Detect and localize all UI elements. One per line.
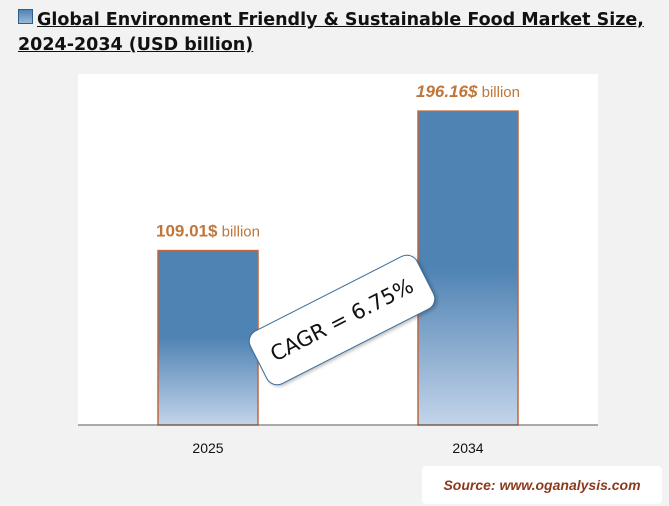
chart-title-text: Global Environment Friendly & Sustainabl… [18, 10, 644, 55]
data-label: 196.16$ billion [416, 82, 520, 101]
x-tick-label: 2025 [192, 440, 223, 456]
source-note: Source: www.oganalysis.com [422, 466, 662, 504]
chart-title: Global Environment Friendly & Sustainabl… [18, 8, 658, 58]
data-label: 109.01$ billion [156, 222, 260, 241]
bar-2025 [157, 249, 259, 426]
x-tick-label: 2034 [452, 440, 483, 456]
bar-2034 [417, 110, 519, 426]
legend-swatch [18, 9, 33, 24]
